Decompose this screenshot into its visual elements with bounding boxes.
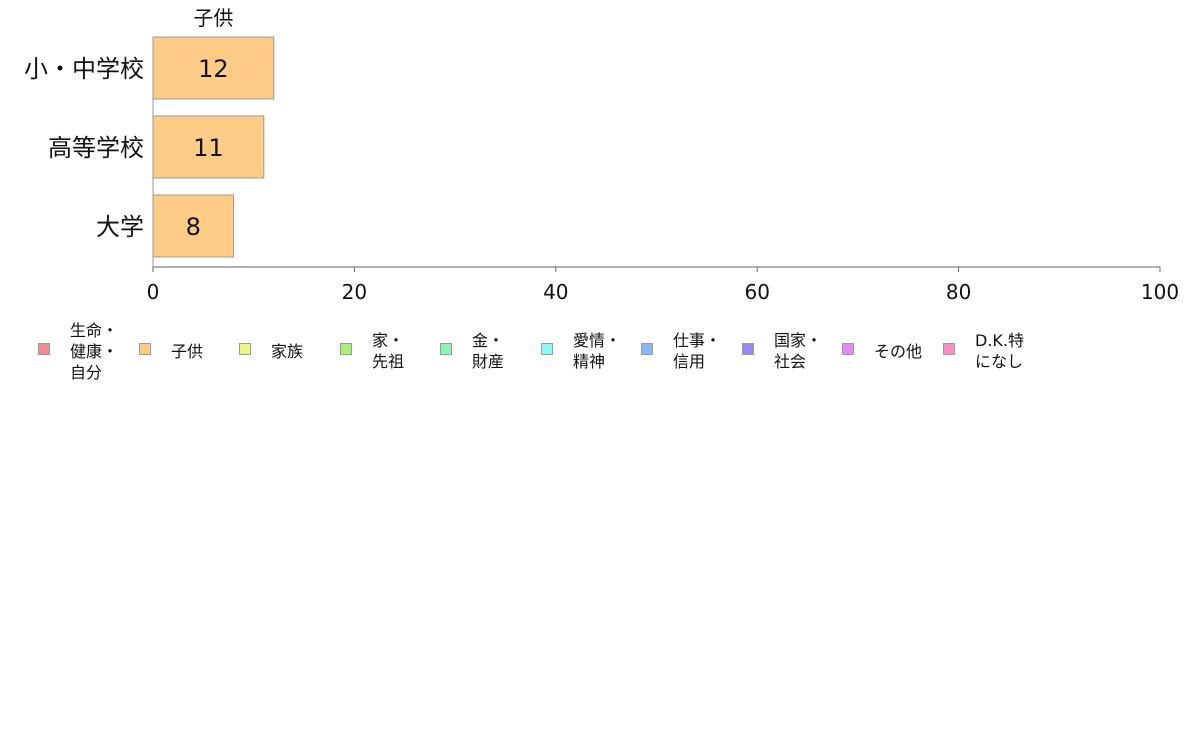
- x-tick-label: 80: [946, 280, 971, 304]
- x-tick-label: 0: [147, 280, 160, 304]
- legend-label: D.K.特 になし: [975, 331, 1024, 371]
- legend-swatch: [742, 343, 754, 355]
- legend-label: 愛情・ 精神: [573, 331, 622, 371]
- value-label: 12: [198, 55, 229, 83]
- legend-swatch: [440, 343, 452, 355]
- legend-label: 生命・ 健康・ 自分: [70, 320, 119, 382]
- legend-swatch: [842, 343, 854, 355]
- bar: [152, 36, 275, 100]
- legend-swatch: [541, 343, 553, 355]
- legend-label: 金・ 財産: [472, 331, 505, 371]
- bar: [152, 115, 265, 179]
- legend-swatch: [943, 343, 955, 355]
- legend-label: 家・ 先祖: [372, 331, 405, 371]
- legend-swatch: [641, 343, 653, 355]
- bars: 12 11 8: [152, 36, 275, 258]
- value-label: 8: [186, 213, 201, 241]
- value-label: 11: [193, 134, 224, 162]
- legend-swatch: [38, 343, 50, 355]
- x-tick-label: 20: [342, 280, 367, 304]
- legend-swatch: [340, 343, 352, 355]
- series-label: 子供: [193, 6, 233, 30]
- category-label: 大学: [96, 213, 144, 241]
- bar: [152, 194, 235, 258]
- x-tick-label: 60: [744, 280, 769, 304]
- legend-swatch: [239, 343, 251, 355]
- x-tick-label: 100: [1141, 280, 1179, 304]
- legend-label: 子供: [171, 341, 204, 361]
- legend-label: 仕事・ 信用: [673, 331, 722, 371]
- legend-label: その他: [874, 341, 923, 361]
- legend-label: 家族: [271, 341, 304, 361]
- category-label: 小・中学校: [24, 55, 144, 83]
- x-tick-label: 40: [543, 280, 568, 304]
- legend-label: 国家・ 社会: [774, 331, 823, 371]
- legend-swatch: [139, 343, 151, 355]
- legend: 生命・ 健康・ 自分 子供 家族 家・ 先祖 金・ 財産 愛情・ 精神 仕事・ 信用 国家・ …: [38, 318, 1158, 388]
- category-label: 高等学校: [48, 134, 144, 162]
- x-axis: 0 20 40 60 80 100: [147, 37, 1179, 304]
